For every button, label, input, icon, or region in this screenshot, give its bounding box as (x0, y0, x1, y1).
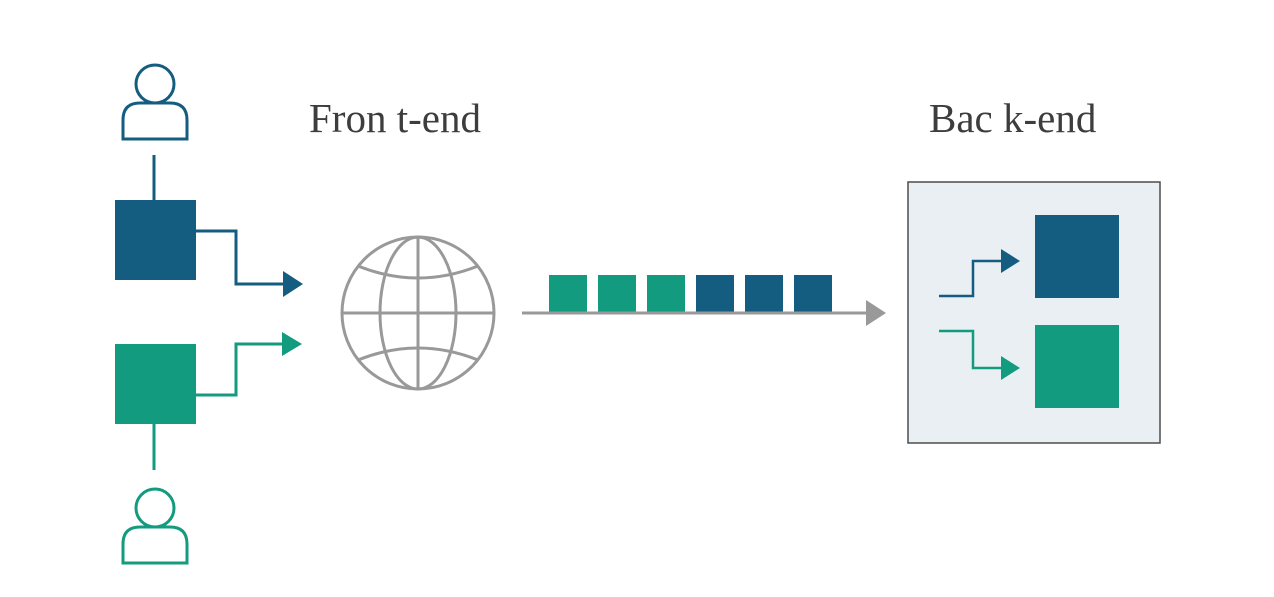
user-bottom-icon (121, 487, 189, 565)
backend-blue-block (1035, 215, 1119, 298)
queue-block-blue (794, 275, 832, 312)
backend-green-arrowhead (1001, 356, 1020, 380)
backend-green-block (1035, 325, 1119, 408)
queue-block-green (647, 275, 685, 312)
message-queue (549, 275, 832, 312)
queue-arrowhead (866, 300, 886, 326)
backend-box (907, 181, 1161, 444)
client-blue-arrow-line (196, 229, 286, 286)
client-blue-arrowhead (283, 271, 303, 297)
backend-title: Bac k-end (929, 95, 1097, 141)
globe-icon (340, 235, 496, 391)
backend-blue-arrow-line (939, 259, 1004, 298)
queue-block-blue (745, 275, 783, 312)
queue-block-blue (696, 275, 734, 312)
user-top-icon (121, 63, 189, 141)
backend-green-arrow-line (939, 329, 1004, 370)
client-green-arrowhead (282, 332, 302, 356)
queue-block-green (598, 275, 636, 312)
client-green-block (115, 344, 196, 424)
queue-block-green (549, 275, 587, 312)
client-green-arrow-line (196, 342, 284, 397)
backend-blue-arrowhead (1001, 249, 1020, 273)
frontend-title: Fron t-end (309, 95, 481, 141)
client-blue-block (115, 200, 196, 280)
